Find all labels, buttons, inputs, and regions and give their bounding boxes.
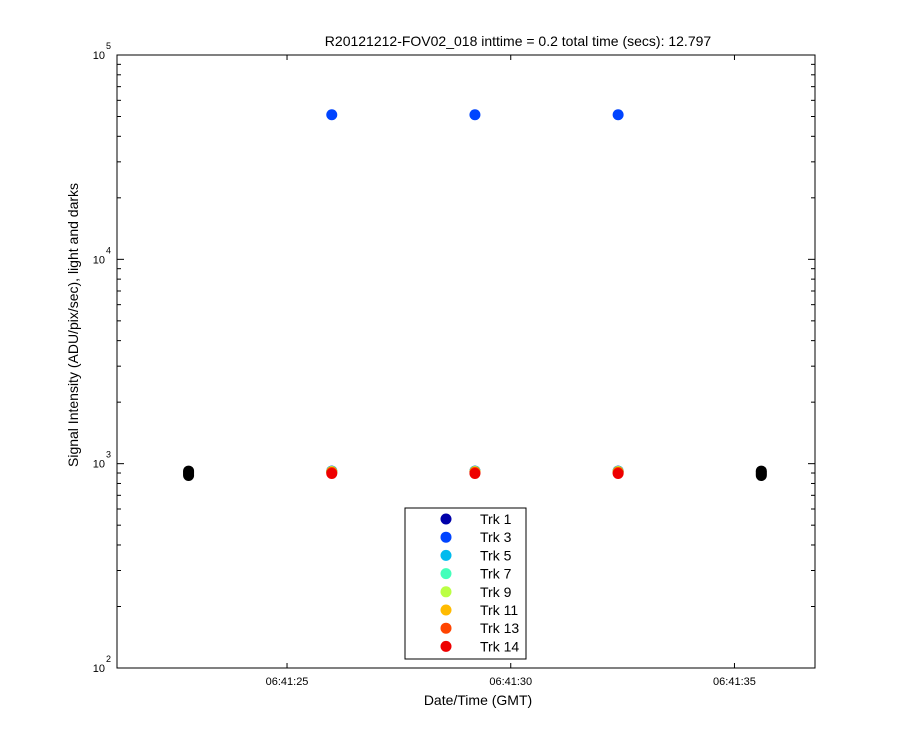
- data-point: [326, 468, 338, 480]
- legend-box: [404, 507, 527, 660]
- y-tick-label-base: 10: [93, 459, 105, 471]
- y-tick-label-exponent: 2: [106, 654, 111, 664]
- x-tick-label: 06:41:35: [713, 676, 756, 688]
- legend-marker: [440, 640, 452, 652]
- legend-marker: [440, 586, 452, 598]
- legend-label: Trk 5: [480, 547, 512, 563]
- legend-marker: [440, 549, 452, 561]
- axis-ticks: [117, 54, 815, 669]
- legend-label: Trk 14: [480, 638, 519, 654]
- legend-label: Trk 3: [480, 529, 512, 545]
- y-tick-label-base: 10: [93, 254, 105, 266]
- x-axis-label: Date/Time (GMT): [424, 692, 532, 708]
- x-tick-label: 06:41:25: [266, 676, 309, 688]
- legend: Trk 1 Trk 3 Trk 5 Trk 7 Trk 9 Trk 11 Trk 13 Trk…: [404, 507, 527, 660]
- y-tick-label-exponent: 3: [106, 450, 111, 460]
- legend-label: Trk 1: [480, 511, 512, 527]
- legend-label: Trk 7: [480, 566, 512, 582]
- dark-point: [183, 470, 195, 482]
- y-tick-label-base: 10: [93, 663, 105, 675]
- y-axis-label: Signal Intensity (ADU/pix/sec), light an…: [65, 183, 81, 467]
- legend-marker: [440, 568, 452, 580]
- x-tick-label: 06:41:30: [489, 676, 532, 688]
- legend-marker: [440, 513, 452, 525]
- legend-label: Trk 11: [480, 602, 518, 618]
- data-point: [469, 468, 481, 480]
- data-points: [183, 109, 767, 482]
- y-tick-label-base: 10: [93, 50, 105, 62]
- data-point: [612, 109, 624, 121]
- legend-label: Trk 13: [480, 620, 519, 636]
- y-tick-label-exponent: 4: [106, 245, 111, 255]
- chart-title: R20121212-FOV02_018 inttime = 0.2 total …: [325, 33, 712, 49]
- legend-marker: [440, 622, 452, 634]
- legend-marker: [440, 604, 452, 616]
- legend-label: Trk 9: [480, 584, 512, 600]
- data-point: [469, 109, 481, 121]
- y-tick-label-exponent: 5: [106, 41, 111, 51]
- data-point: [326, 109, 338, 121]
- dark-point: [755, 470, 767, 482]
- legend-marker: [440, 531, 452, 543]
- data-point: [612, 468, 624, 480]
